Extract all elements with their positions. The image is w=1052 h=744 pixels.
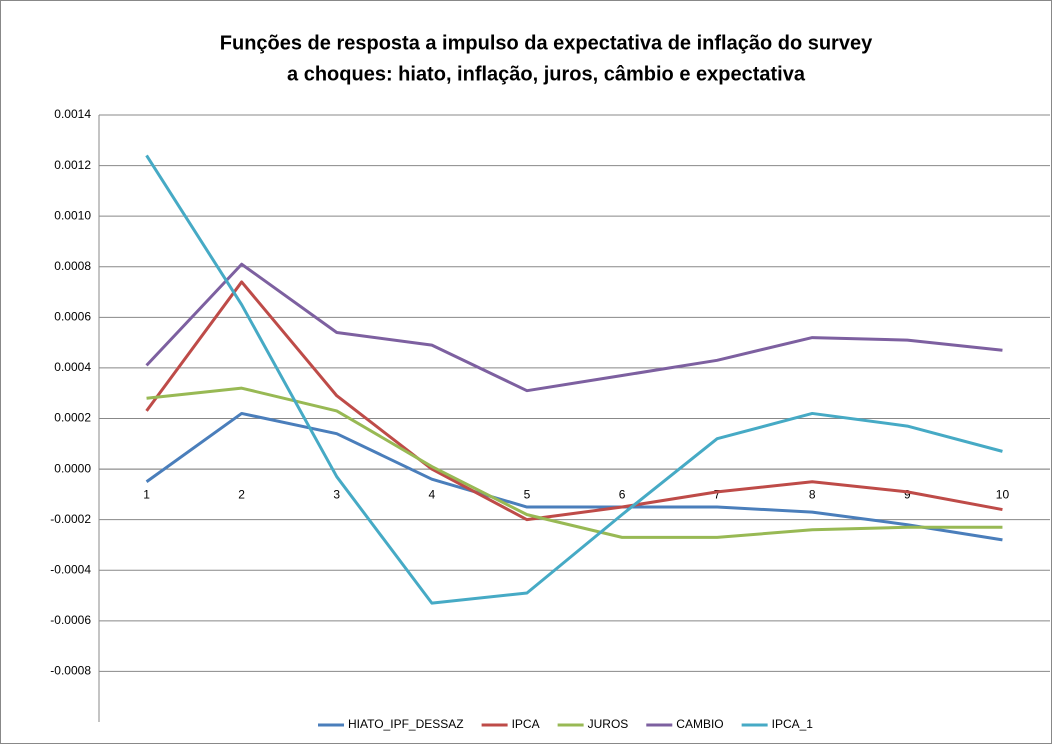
x-tick-label: 10 xyxy=(996,487,1010,501)
y-tick-label: 0.0002 xyxy=(54,411,91,425)
series-line xyxy=(146,386,1003,539)
legend-label: IPCA xyxy=(512,717,540,731)
y-tick-label: 0.0000 xyxy=(54,461,91,475)
y-tick-label: 0.0012 xyxy=(54,158,91,172)
y-tick-label: -0.0002 xyxy=(50,512,91,526)
legend-label: CAMBIO xyxy=(676,717,723,731)
y-tick-label: -0.0006 xyxy=(50,613,91,627)
x-tick-label: 5 xyxy=(524,487,531,501)
series-line xyxy=(145,154,1003,605)
x-tick-label: 9 xyxy=(904,487,911,501)
legend-label: HIATO_IPF_DESSAZ xyxy=(348,717,464,731)
x-tick-label: 7 xyxy=(714,487,721,501)
chart-title: Funções de resposta a impulso da expecta… xyxy=(220,32,873,54)
y-tick-label: 0.0008 xyxy=(54,259,91,273)
y-tick-label: -0.0004 xyxy=(50,562,91,576)
x-tick-label: 6 xyxy=(619,487,626,501)
series-line xyxy=(145,262,1003,393)
x-tick-label: 2 xyxy=(238,487,245,501)
series-line xyxy=(145,411,1003,542)
legend-label: JUROS xyxy=(588,717,629,731)
x-tick-label: 4 xyxy=(429,487,436,501)
x-tick-label: 3 xyxy=(333,487,340,501)
chart-title: a choques: hiato, inflação, juros, câmbi… xyxy=(287,63,806,85)
y-tick-label: 0.0004 xyxy=(54,360,91,374)
y-tick-label: 0.0010 xyxy=(54,208,91,222)
series-line xyxy=(145,280,1003,522)
x-tick-label: 8 xyxy=(809,487,816,501)
y-tick-label: -0.0008 xyxy=(50,664,91,678)
y-tick-label: 0.0006 xyxy=(54,310,91,324)
x-tick-label: 1 xyxy=(143,487,150,501)
legend-label: IPCA_1 xyxy=(772,717,814,731)
y-tick-label: 0.0014 xyxy=(54,107,91,121)
